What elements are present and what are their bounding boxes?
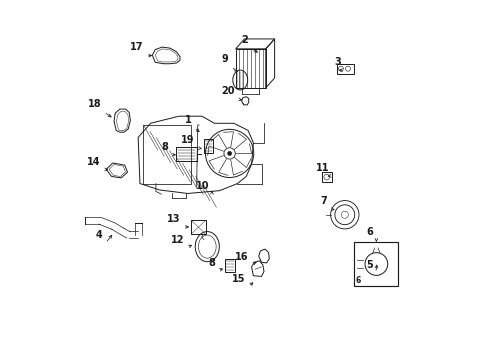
Text: 16: 16 <box>235 252 248 261</box>
Text: 18: 18 <box>87 99 101 109</box>
Bar <box>353 242 397 286</box>
Text: 3: 3 <box>334 57 341 67</box>
Text: 10: 10 <box>195 181 209 192</box>
Circle shape <box>227 151 231 156</box>
Bar <box>176 147 197 161</box>
Text: 6: 6 <box>355 275 360 284</box>
Text: 7: 7 <box>320 196 327 206</box>
Bar <box>143 125 191 184</box>
Text: 9: 9 <box>221 54 228 64</box>
Bar <box>203 139 212 153</box>
Text: 11: 11 <box>315 163 329 173</box>
Text: 20: 20 <box>221 86 234 96</box>
Text: 13: 13 <box>166 214 180 224</box>
Bar <box>321 172 331 183</box>
Bar <box>235 49 265 88</box>
Text: 5: 5 <box>366 260 372 270</box>
Text: 15: 15 <box>232 274 245 284</box>
Bar <box>224 259 234 272</box>
Bar <box>191 220 205 234</box>
Text: 17: 17 <box>129 42 143 53</box>
Text: 12: 12 <box>170 234 184 244</box>
Text: 4: 4 <box>96 230 102 240</box>
Text: 19: 19 <box>181 135 195 145</box>
Text: 14: 14 <box>87 157 101 167</box>
Text: 8: 8 <box>161 141 167 152</box>
Text: 1: 1 <box>184 115 191 125</box>
Bar <box>336 64 353 74</box>
Text: 8: 8 <box>208 257 215 267</box>
Text: 6: 6 <box>366 227 372 237</box>
Text: 2: 2 <box>241 35 247 45</box>
